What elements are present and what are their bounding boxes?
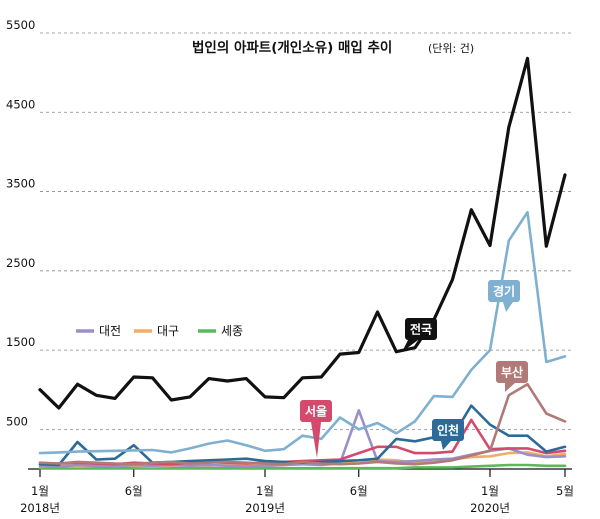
y-tick-label: 4500 — [6, 97, 35, 111]
legend: 대전 대구 세종 — [76, 324, 243, 338]
x-tick-month: 6월 — [350, 484, 368, 498]
callout-3: 인천 — [432, 419, 464, 450]
y-tick-label: 2500 — [6, 256, 35, 270]
x-tick-month: 1월 — [31, 484, 49, 498]
y-tick-label: 500 — [6, 414, 28, 428]
callout-box — [496, 361, 528, 383]
y-tick-label: 3500 — [6, 177, 35, 191]
y-tick-label: 1500 — [6, 335, 35, 349]
legend-label: 대전 — [99, 324, 121, 338]
callout-0: 전국 — [402, 318, 437, 352]
callout-pointer — [503, 302, 513, 312]
callout-box — [300, 400, 332, 422]
callout-box — [405, 318, 437, 340]
series-line-2 — [38, 382, 567, 466]
callout-box — [488, 280, 520, 302]
x-tick-year: 2019년 — [245, 501, 285, 515]
callout-2: 부산 — [496, 361, 528, 392]
series-lines — [38, 56, 567, 470]
callout-pointer — [441, 441, 451, 450]
series-line-7 — [38, 463, 567, 470]
x-tick-month: 5월 — [556, 484, 574, 498]
series-line-1 — [38, 210, 567, 455]
callout-pointer — [402, 340, 418, 352]
grid-lines — [40, 32, 572, 430]
x-tick-month: 1월 — [256, 484, 274, 498]
y-axis-ticks: 500 1500 2500 3500 4500 5500 — [6, 18, 35, 428]
chart-title: 법인의 아파트(개인소유) 매입 추이 — [192, 39, 392, 56]
callout-4: 서울 — [300, 400, 332, 458]
callout-label: 경기 — [493, 284, 515, 299]
callout-label: 서울 — [305, 404, 327, 419]
callout-box — [432, 419, 464, 441]
chart-title-group: 법인의 아파트(개인소유) 매입 추이 (단위: 건) — [192, 39, 474, 56]
x-tick-year: 2020년 — [470, 501, 510, 515]
x-tick-month: 6월 — [125, 484, 143, 498]
callout-1: 경기 — [488, 280, 520, 312]
legend-label: 세종 — [221, 324, 243, 338]
callout-pointer — [505, 383, 515, 392]
chart-unit-note: (단위: 건) — [428, 42, 474, 55]
x-axis: 1월 2018년 6월 1월 2019년 6월 1월 2020년 5월 — [20, 468, 574, 515]
x-tick-month: 1월 — [481, 484, 499, 498]
series-line-0 — [38, 56, 567, 410]
callout-label: 인천 — [437, 423, 459, 438]
x-tick-year: 2018년 — [20, 501, 60, 515]
legend-label: 대구 — [157, 324, 179, 338]
y-tick-label: 5500 — [6, 18, 35, 32]
callout-label: 부산 — [501, 365, 523, 380]
callout-pointer — [311, 422, 321, 458]
callout-label: 전국 — [410, 322, 432, 337]
